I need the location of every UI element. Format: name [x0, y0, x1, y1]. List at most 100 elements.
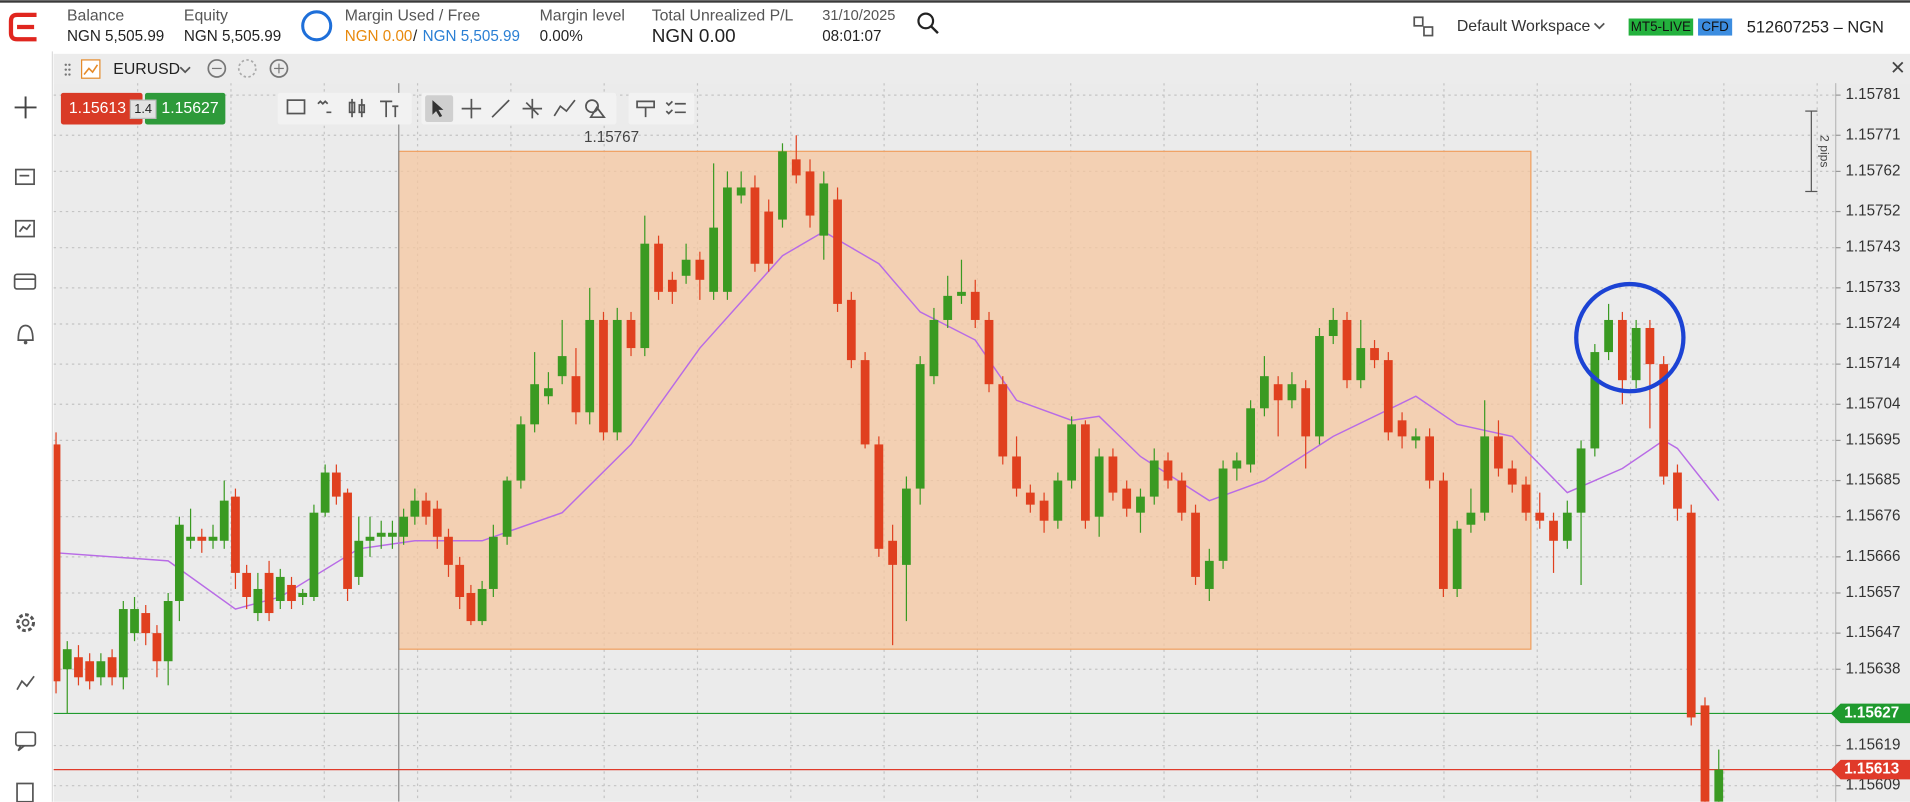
add-button[interactable] [14, 96, 37, 119]
margin-free: NGN 5,505.99 [423, 28, 520, 45]
y-tick-label: 1.15724 [1845, 315, 1901, 332]
alerts-icon[interactable] [17, 324, 34, 345]
new-order-icon[interactable] [14, 168, 35, 186]
logo[interactable] [8, 12, 37, 42]
account-id[interactable]: 512607253 – NGN [1747, 19, 1884, 37]
candle-body [174, 524, 184, 602]
candle-body [1301, 388, 1311, 437]
zoom-in[interactable] [269, 59, 289, 78]
workspace-chevron[interactable] [1593, 22, 1605, 30]
chat-icon[interactable] [14, 731, 37, 752]
ask-button[interactable] [144, 92, 226, 125]
price-tag-label: 1.15613 [1844, 761, 1899, 778]
y-tick-label: 1.15676 [1845, 508, 1900, 525]
candle-body [516, 424, 526, 481]
candle-body [1315, 336, 1324, 437]
candle-body [1094, 456, 1104, 517]
candle-body [874, 444, 884, 549]
tool-brush[interactable] [636, 100, 655, 118]
candle-body [599, 319, 608, 433]
candle-body [477, 588, 487, 622]
tool-list[interactable] [665, 100, 686, 115]
candle-body [902, 488, 911, 565]
candle-body [432, 508, 442, 537]
chart-type-icon[interactable] [81, 59, 101, 79]
candle-body [488, 536, 498, 589]
zoom-out[interactable] [207, 59, 227, 78]
candle-body [320, 472, 330, 513]
tool-shapes[interactable] [585, 99, 606, 119]
candle-body [654, 243, 663, 292]
candle-body [764, 211, 774, 264]
pl-value: NGN 0.00 [652, 26, 736, 47]
close-chart[interactable] [1892, 61, 1904, 73]
symbol-chevron[interactable] [179, 66, 191, 74]
account-icon[interactable] [13, 273, 37, 290]
candle-body [695, 259, 705, 280]
candle-body [62, 649, 72, 670]
candle-body [118, 609, 128, 678]
candle-body [530, 384, 540, 425]
zoom-reset[interactable] [237, 59, 257, 78]
candle-body [410, 500, 420, 517]
bid-price[interactable]: 1.15613 [69, 100, 126, 117]
candle-body [208, 536, 218, 541]
candle-body [1397, 420, 1407, 437]
trading-icon[interactable] [16, 675, 35, 691]
tool-fib[interactable] [522, 98, 543, 119]
candle-body [130, 609, 139, 634]
candle-body [1590, 352, 1600, 449]
search-icon[interactable] [917, 12, 939, 34]
bid-button[interactable] [60, 92, 143, 125]
candle-body [1053, 480, 1063, 521]
tool-comment[interactable] [286, 99, 306, 115]
settings-icon[interactable] [16, 613, 36, 633]
candle-body [219, 500, 229, 541]
tool-timeframe[interactable] [317, 100, 332, 114]
candle-body [85, 661, 95, 682]
candle-body [1273, 384, 1283, 401]
candle-body [1218, 468, 1228, 561]
margin-separator: / [413, 28, 418, 45]
pip-scale [1805, 110, 1818, 193]
candle-body [1328, 319, 1338, 337]
candle-body [888, 540, 898, 565]
account-type-badge [1698, 18, 1733, 36]
tool-crosshair[interactable] [461, 98, 482, 119]
candle-body [444, 536, 453, 565]
y-tick-label: 1.15771 [1845, 126, 1900, 143]
workspace-icon[interactable] [1413, 16, 1434, 37]
candle-body [846, 299, 856, 361]
tool-cursor[interactable] [432, 100, 444, 118]
tool-text[interactable] [380, 100, 399, 118]
date: 31/10/2025 [822, 8, 895, 24]
candle-body [1438, 480, 1448, 589]
candle-body [1012, 456, 1021, 489]
tool-candles[interactable] [348, 98, 366, 118]
candle-body [1659, 364, 1669, 477]
spread-box [129, 99, 157, 120]
candle-body [309, 512, 319, 597]
tool-line[interactable] [491, 99, 510, 118]
ask-price[interactable]: 1.15627 [161, 100, 218, 117]
workspace-name[interactable]: Default Workspace [1457, 18, 1591, 35]
toolbar [277, 92, 695, 125]
tool-polyline[interactable] [553, 99, 576, 117]
candle-body [388, 532, 397, 537]
candle-body [1122, 488, 1132, 509]
positions-icon[interactable] [14, 219, 35, 238]
rectangle-top-label: 1.15767 [584, 129, 639, 146]
candle-body [1549, 520, 1558, 541]
candle-body [1067, 424, 1077, 481]
equity-label: Equity [184, 7, 228, 24]
candle-body [354, 540, 364, 577]
candle-body [626, 319, 636, 349]
header-bar [0, 0, 1910, 52]
price-axis-background [1835, 83, 1910, 802]
candle-body [1149, 460, 1159, 497]
candle-body [331, 472, 341, 497]
symbol-name[interactable]: EURUSD [113, 61, 180, 78]
candle-body [1108, 456, 1118, 493]
account-type-label: CFD [1701, 19, 1729, 34]
candle-body [242, 572, 252, 597]
